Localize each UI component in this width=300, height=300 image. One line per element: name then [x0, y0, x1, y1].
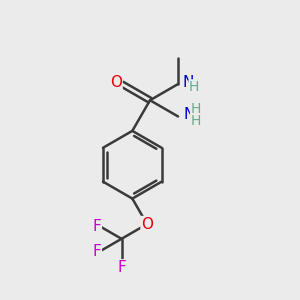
Text: H: H — [190, 102, 201, 116]
Text: N: N — [182, 75, 194, 90]
Text: F: F — [93, 219, 101, 234]
Text: H: H — [189, 80, 200, 94]
Text: H: H — [190, 114, 201, 128]
Text: F: F — [117, 260, 126, 275]
Text: O: O — [141, 217, 153, 232]
Text: N: N — [184, 106, 195, 122]
Text: O: O — [110, 75, 122, 90]
Text: F: F — [93, 244, 101, 259]
